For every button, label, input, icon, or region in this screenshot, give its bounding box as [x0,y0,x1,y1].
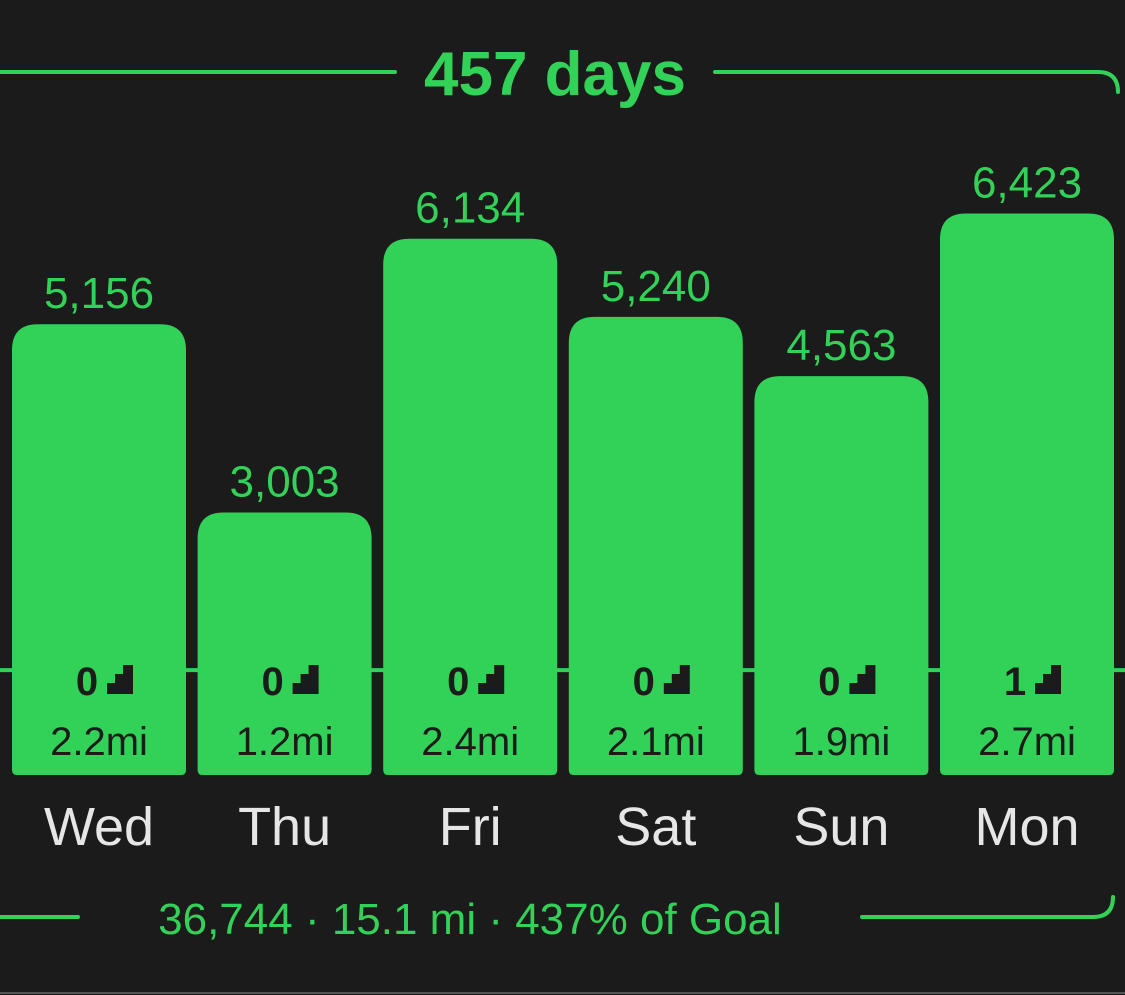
distance-label: 2.2mi [50,720,148,764]
bar [197,512,372,775]
bar [940,213,1114,775]
value-label: 5,240 [601,262,711,311]
top-rule-right [713,70,1120,94]
distance-label: 2.1mi [607,720,705,764]
stairs-icon [663,665,690,694]
stairs-icon [292,665,319,694]
flights-label: 1 [1004,660,1026,704]
value-label: 6,134 [415,184,525,233]
distance-label: 2.4mi [421,720,519,764]
bar [12,324,186,775]
day-label: Thu [238,797,331,857]
bottom-rule-right [860,895,1115,919]
flights-label: 0 [633,660,655,704]
frame [0,70,1120,919]
distance-label: 2.7mi [978,720,1076,764]
stairs-icon [107,665,133,694]
stairs-icon [849,665,876,694]
bar [568,316,743,775]
distance-label: 1.2mi [236,720,334,764]
day-label: Sun [793,797,889,857]
bar [754,376,929,775]
title: 457 days [424,40,686,109]
flights-label: 0 [76,660,98,704]
flights-label: 0 [818,660,840,704]
distance-label: 1.9mi [792,720,890,764]
stairs-icon [478,665,505,694]
value-label: 3,003 [230,457,340,506]
day-label: Mon [974,797,1079,857]
value-label: 4,563 [786,321,896,370]
day-label: Wed [44,797,154,857]
day-label: Fri [439,797,502,857]
stairs-icon [1035,665,1061,694]
flights-label: 0 [447,660,469,704]
flights-label: 0 [261,660,283,704]
day-label: Sat [615,797,696,857]
value-label: 6,423 [972,158,1082,207]
value-label: 5,156 [44,269,154,318]
bar [383,238,558,776]
summary: 36,744 · 15.1 mi · 437% of Goal [158,895,782,944]
